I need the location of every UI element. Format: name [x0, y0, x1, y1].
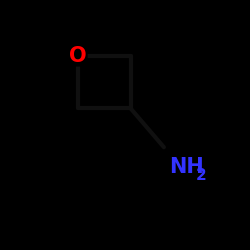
- Text: NH: NH: [170, 157, 204, 177]
- Text: O: O: [69, 46, 86, 66]
- Text: 2: 2: [196, 168, 206, 182]
